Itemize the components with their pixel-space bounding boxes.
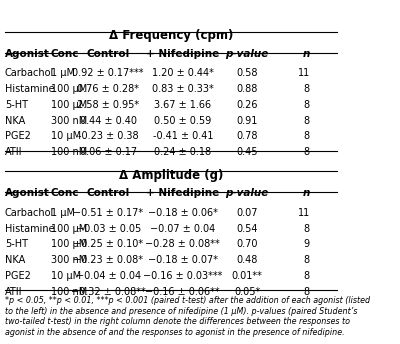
Text: 0.26: 0.26 — [236, 100, 258, 110]
Text: Conc: Conc — [50, 189, 79, 198]
Text: 11: 11 — [298, 208, 310, 218]
Text: −0.03 ± 0.05: −0.03 ± 0.05 — [76, 224, 141, 234]
Text: 8: 8 — [304, 255, 310, 265]
Text: Control: Control — [86, 49, 130, 59]
Text: 0.01**: 0.01** — [232, 271, 262, 281]
Text: 0.78: 0.78 — [236, 131, 258, 141]
Text: −0.51 ± 0.17*: −0.51 ± 0.17* — [73, 208, 143, 218]
Text: 0.92 ± 0.17***: 0.92 ± 0.17*** — [72, 68, 144, 78]
Text: *p < 0.05, **p < 0.01, ***p < 0.001 (paired t-test) after the addition of each a: *p < 0.05, **p < 0.01, ***p < 0.001 (pai… — [5, 296, 370, 336]
Text: 0.45: 0.45 — [236, 147, 258, 157]
Text: 8: 8 — [304, 271, 310, 281]
Text: 1 μM: 1 μM — [50, 68, 74, 78]
Text: NKA: NKA — [5, 255, 25, 265]
Text: 11: 11 — [298, 68, 310, 78]
Text: Carbachol: Carbachol — [5, 208, 54, 218]
Text: NKA: NKA — [5, 116, 25, 126]
Text: 0.06 ± 0.17: 0.06 ± 0.17 — [80, 147, 137, 157]
Text: 100 μM: 100 μM — [50, 224, 87, 234]
Text: -0.41 ± 0.41: -0.41 ± 0.41 — [152, 131, 213, 141]
Text: Control: Control — [86, 189, 130, 198]
Text: 300 nM: 300 nM — [50, 116, 87, 126]
Text: p-value: p-value — [226, 189, 269, 198]
Text: 0.83 ± 0.33*: 0.83 ± 0.33* — [152, 84, 214, 94]
Text: 0.70: 0.70 — [236, 239, 258, 249]
Text: + Nifedipine: + Nifedipine — [146, 189, 219, 198]
Text: Histamine: Histamine — [5, 224, 54, 234]
Text: −0.28 ± 0.08**: −0.28 ± 0.08** — [145, 239, 220, 249]
Text: 8: 8 — [304, 116, 310, 126]
Text: + Nifedipine: + Nifedipine — [146, 49, 219, 59]
Text: 10 μM: 10 μM — [50, 131, 81, 141]
Text: 8: 8 — [304, 100, 310, 110]
Text: PGE2: PGE2 — [5, 131, 31, 141]
Text: PGE2: PGE2 — [5, 271, 31, 281]
Text: Agonist: Agonist — [5, 49, 50, 59]
Text: 8: 8 — [304, 287, 310, 297]
Text: 5-HT: 5-HT — [5, 100, 28, 110]
Text: 0.07: 0.07 — [236, 208, 258, 218]
Text: 3.67 ± 1.66: 3.67 ± 1.66 — [154, 100, 211, 110]
Text: 0.48: 0.48 — [236, 255, 258, 265]
Text: n: n — [302, 189, 310, 198]
Text: −0.23 ± 0.08*: −0.23 ± 0.08* — [73, 255, 143, 265]
Text: −0.04 ± 0.04: −0.04 ± 0.04 — [76, 271, 141, 281]
Text: −0.07 ± 0.04: −0.07 ± 0.04 — [150, 224, 215, 234]
Text: 0.54: 0.54 — [236, 224, 258, 234]
Text: 0.88: 0.88 — [236, 84, 258, 94]
Text: 100 μM: 100 μM — [50, 100, 87, 110]
Text: −0.18 ± 0.06*: −0.18 ± 0.06* — [148, 208, 218, 218]
Text: 0.76 ± 0.28*: 0.76 ± 0.28* — [77, 84, 139, 94]
Text: 100 μM: 100 μM — [50, 239, 87, 249]
Text: -0.23 ± 0.38: -0.23 ± 0.38 — [78, 131, 138, 141]
Text: 0.24 ± 0.18: 0.24 ± 0.18 — [154, 147, 211, 157]
Text: 300 nM: 300 nM — [50, 255, 87, 265]
Text: Δ Amplitude (g): Δ Amplitude (g) — [119, 169, 223, 182]
Text: −0.16 ± 0.03***: −0.16 ± 0.03*** — [143, 271, 222, 281]
Text: Histamine: Histamine — [5, 84, 54, 94]
Text: 0.05*: 0.05* — [234, 287, 260, 297]
Text: −0.25 ± 0.10*: −0.25 ± 0.10* — [73, 239, 143, 249]
Text: Δ Frequency (cpm): Δ Frequency (cpm) — [109, 29, 233, 42]
Text: 0.44 ± 0.40: 0.44 ± 0.40 — [80, 116, 137, 126]
Text: 100 nM: 100 nM — [50, 287, 87, 297]
Text: ATII: ATII — [5, 287, 22, 297]
Text: ATII: ATII — [5, 147, 22, 157]
Text: 8: 8 — [304, 131, 310, 141]
Text: −0.16 ± 0.06**: −0.16 ± 0.06** — [146, 287, 220, 297]
Text: Agonist: Agonist — [5, 189, 50, 198]
Text: Carbachol: Carbachol — [5, 68, 54, 78]
Text: 8: 8 — [304, 147, 310, 157]
Text: 10 μM: 10 μM — [50, 271, 81, 281]
Text: p-value: p-value — [226, 49, 269, 59]
Text: 0.58: 0.58 — [236, 68, 258, 78]
Text: Conc: Conc — [50, 49, 79, 59]
Text: 0.91: 0.91 — [236, 116, 258, 126]
Text: −0.18 ± 0.07*: −0.18 ± 0.07* — [148, 255, 218, 265]
Text: 1.20 ± 0.44*: 1.20 ± 0.44* — [152, 68, 214, 78]
Text: 0.50 ± 0.59: 0.50 ± 0.59 — [154, 116, 211, 126]
Text: n: n — [302, 49, 310, 59]
Text: −0.32 ± 0.08**: −0.32 ± 0.08** — [71, 287, 146, 297]
Text: 9: 9 — [304, 239, 310, 249]
Text: 5-HT: 5-HT — [5, 239, 28, 249]
Text: 8: 8 — [304, 84, 310, 94]
Text: 2.58 ± 0.95*: 2.58 ± 0.95* — [77, 100, 139, 110]
Text: 1 μM: 1 μM — [50, 208, 74, 218]
Text: 8: 8 — [304, 224, 310, 234]
Text: 100 nM: 100 nM — [50, 147, 87, 157]
Text: 100 μM: 100 μM — [50, 84, 87, 94]
